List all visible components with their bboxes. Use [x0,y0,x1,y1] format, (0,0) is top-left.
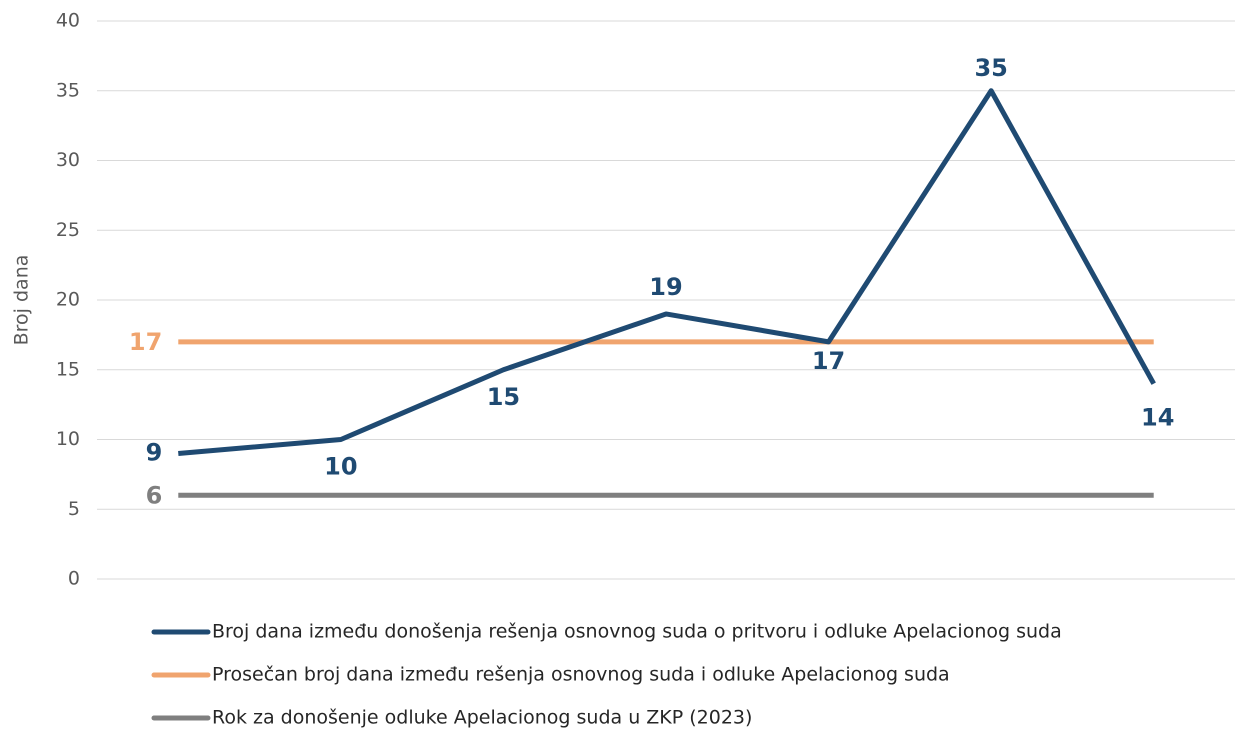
data-label: 35 [974,54,1007,82]
y-tick-label: 20 [56,289,80,311]
data-label: 10 [324,453,357,481]
y-tick-label: 35 [56,79,80,101]
data-label: 15 [487,383,520,411]
data-label: 9 [146,438,163,466]
data-label: 6 [146,481,163,509]
series-line [178,88,1156,456]
legend-label: Prosečan broj dana između rešenja osnovn… [212,664,950,686]
y-tick-label: 15 [56,358,80,380]
y-tick-label: 25 [56,219,80,241]
legend-label: Rok za donošenje odluke Apelacionog suda… [212,707,752,729]
y-tick-label: 10 [56,428,80,450]
y-tick-label: 40 [56,10,80,32]
legend-label: Broj dana između donošenja rešenja osnov… [212,621,1062,643]
y-tick-label: 0 [68,568,80,590]
y-tick-label: 30 [56,149,80,171]
y-axis-label: Broj dana [11,255,33,346]
data-label: 17 [129,328,162,356]
data-label: 17 [812,347,845,375]
data-label: 19 [649,273,682,301]
data-label: 14 [1141,404,1174,432]
y-tick-label: 5 [68,498,80,520]
